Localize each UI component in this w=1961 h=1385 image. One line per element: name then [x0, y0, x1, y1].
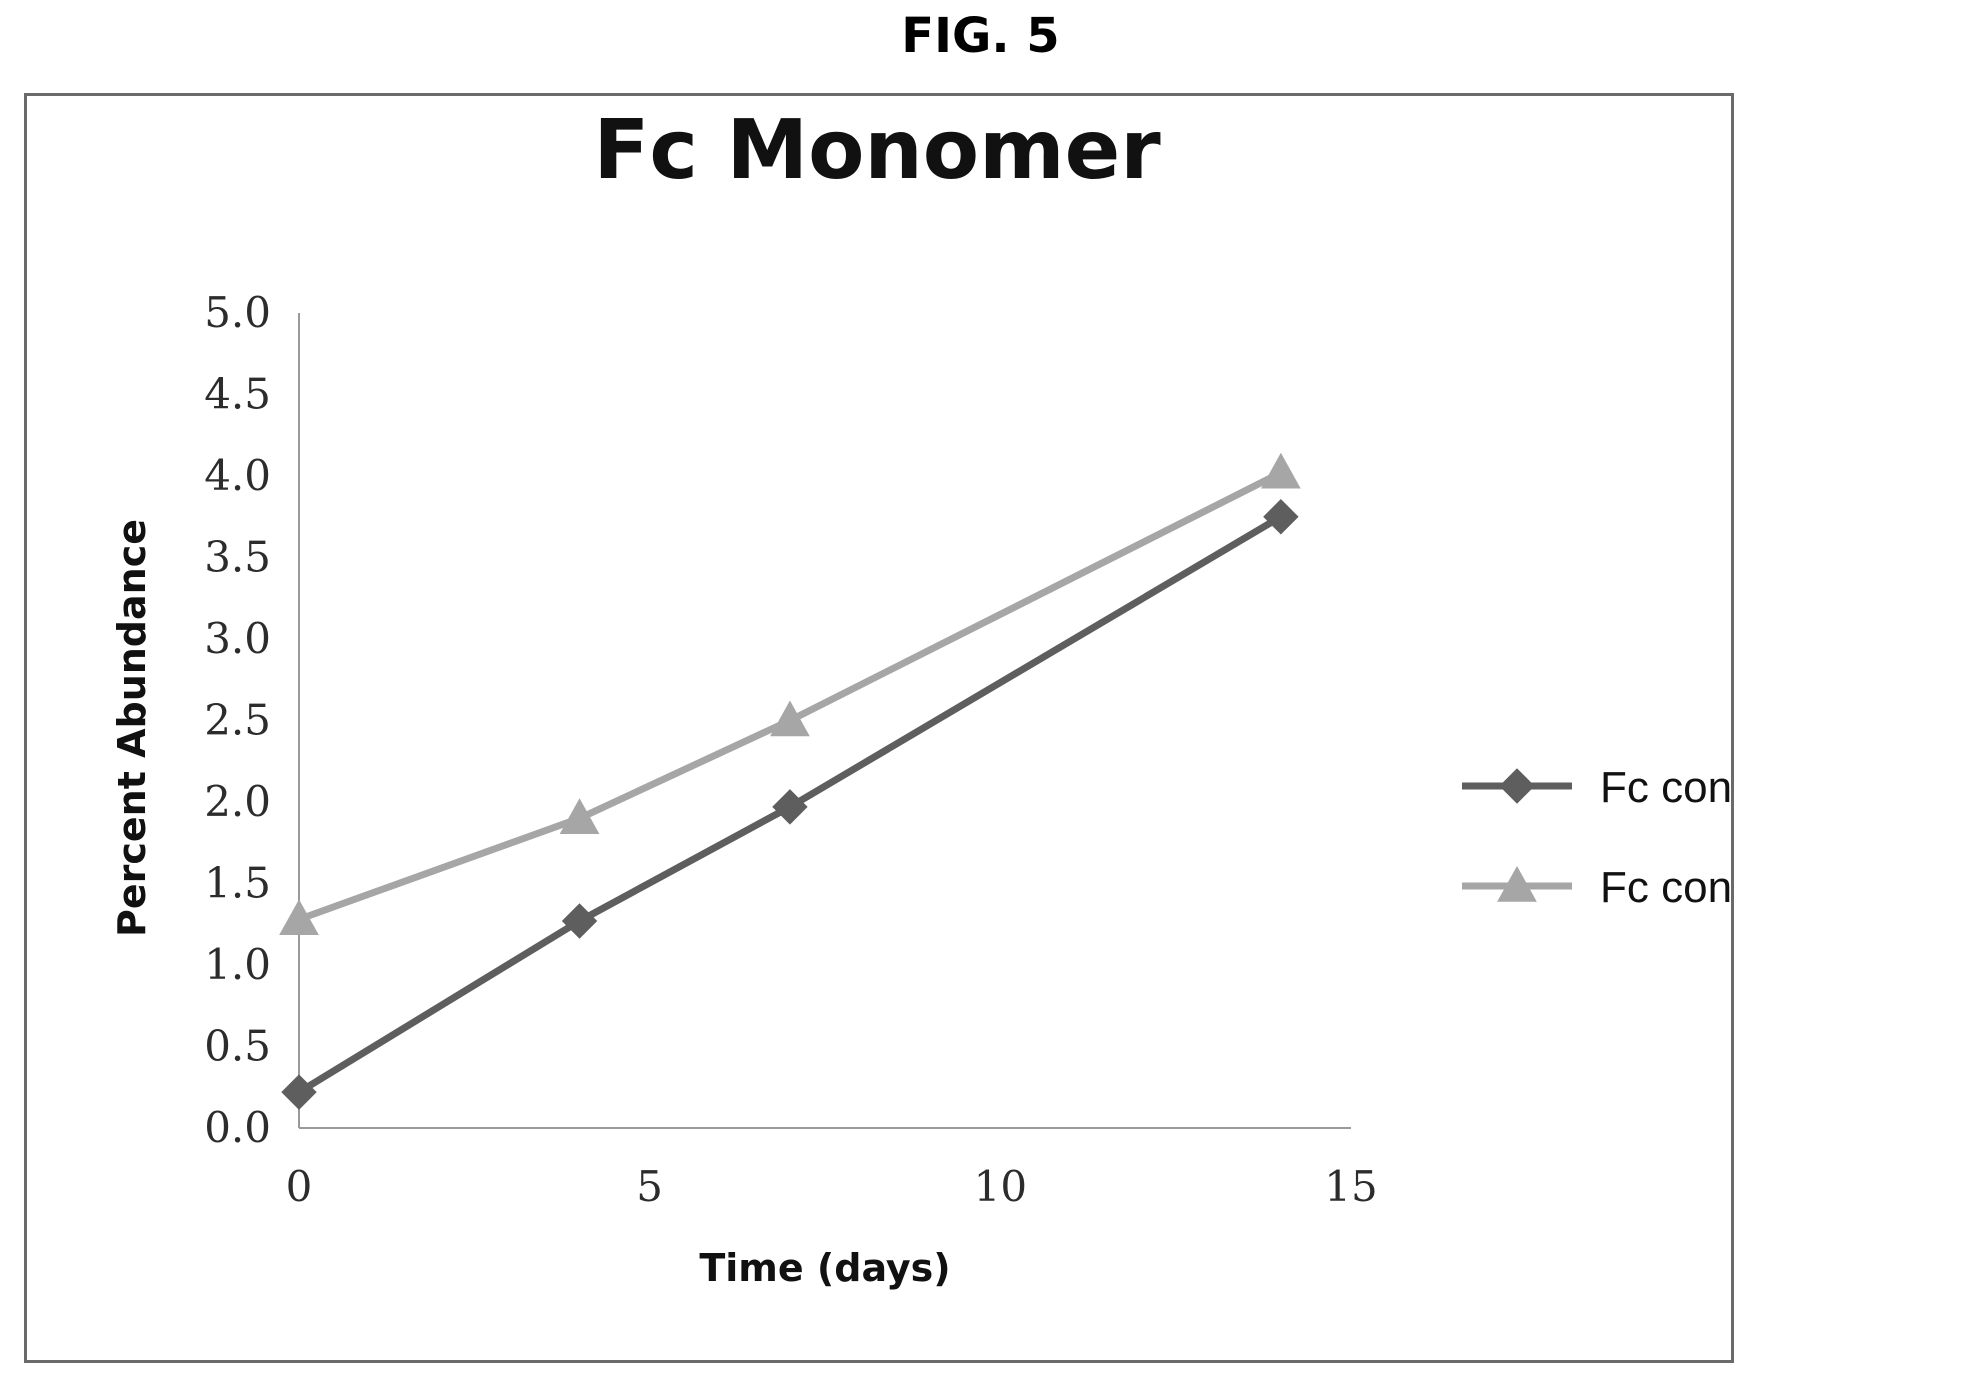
y-tick-label: 3.0	[204, 614, 271, 663]
series-fc-construct-4	[279, 452, 1301, 936]
legend-marker-fc-construct-4	[1497, 865, 1537, 902]
y-tick-label: 4.0	[204, 451, 271, 500]
data-point-fc-construct-2	[1263, 499, 1299, 535]
legend-label: Fc construct 2	[1600, 763, 1731, 812]
y-tick-label: 4.5	[204, 370, 271, 419]
y-tick-label: 0.5	[204, 1022, 271, 1071]
legend-marker-fc-construct-2	[1499, 768, 1535, 804]
y-axis-title: Percent Abundance	[110, 519, 154, 937]
series-line-fc-construct-2	[297, 513, 1283, 1096]
data-point-fc-construct-4	[1261, 452, 1301, 489]
legend-label: Fc construct 4	[1600, 863, 1731, 912]
y-tick-label: 3.5	[204, 533, 271, 582]
series-fc-construct-2	[281, 499, 1299, 1110]
x-tick-labels: 0 5 10 15	[286, 1162, 1378, 1211]
x-axis-title: Time (days)	[699, 1246, 950, 1290]
legend-item-fc-construct-2: Fc construct 2	[1462, 763, 1731, 812]
data-point-fc-construct-4	[770, 700, 810, 737]
data-point-fc-construct-4	[559, 798, 600, 834]
y-tick-label: 2.0	[204, 777, 271, 826]
y-tick-label: 5.0	[204, 288, 271, 337]
data-point-fc-construct-2	[281, 1074, 317, 1110]
data-point-fc-construct-4	[279, 899, 319, 936]
x-tick-label: 5	[636, 1162, 663, 1211]
series-line-fc-construct-4	[297, 469, 1283, 923]
y-tick-labels: 0.0 0.5 1.0 1.5 2.0 2.5 3.0 3.5 4.0 4.5 5.0	[204, 288, 271, 1152]
chart-svg: Fc Monomer 0.0 0.5 1.0 1.5 2.0 2.5 3.0 3.5 4.0 4.…	[110, 103, 1731, 1290]
legend: Fc construct 2 Fc construct 4	[1462, 763, 1731, 912]
series-layer	[279, 452, 1301, 1110]
y-tick-label: 1.0	[204, 940, 271, 989]
data-point-fc-construct-2	[772, 789, 808, 825]
y-tick-label: 2.5	[204, 696, 271, 745]
x-tick-label: 15	[1324, 1162, 1377, 1211]
x-tick-label: 0	[286, 1162, 313, 1211]
data-point-fc-construct-2	[561, 903, 598, 939]
chart-frame: Fc Monomer 0.0 0.5 1.0 1.5 2.0 2.5 3.0 3.5 4.0 4.…	[24, 93, 1734, 1363]
chart-title: Fc Monomer	[593, 103, 1161, 198]
y-tick-label: 0.0	[204, 1103, 271, 1152]
y-tick-label: 1.5	[204, 859, 271, 908]
figure-label: FIG. 5	[901, 8, 1060, 64]
legend-item-fc-construct-4: Fc construct 4	[1462, 863, 1731, 912]
x-tick-label: 10	[974, 1162, 1027, 1211]
